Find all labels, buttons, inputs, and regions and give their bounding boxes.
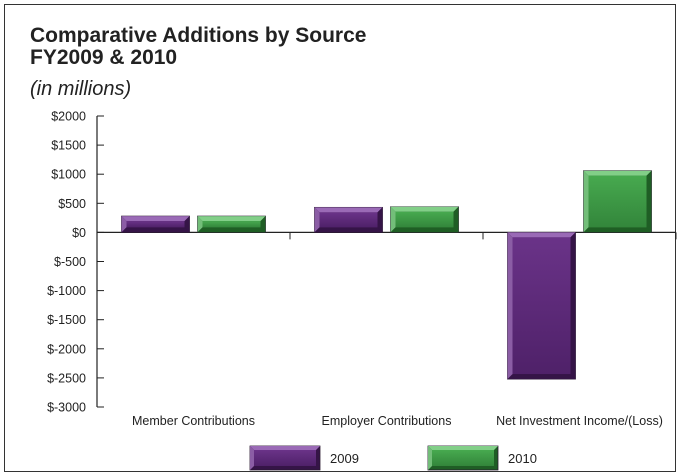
x-category-label: Employer Contributions [322, 414, 452, 428]
x-category-label: Net Investment Income/(Loss) [496, 414, 663, 428]
chart-subtitle: (in millions) [30, 78, 132, 100]
y-tick-label: $-2000 [47, 342, 86, 356]
bar-2009-2 [314, 206, 383, 233]
category-labels: Member Contributions Employer Contributio… [132, 414, 663, 428]
y-tick-label: $-3000 [47, 401, 86, 415]
y-tick-label: $500 [58, 197, 86, 211]
bar-2009-1 [121, 215, 190, 233]
x-category-label: Member Contributions [132, 414, 255, 428]
legend-swatch [249, 445, 321, 471]
legend-item-2009: 2009 [249, 445, 359, 471]
y-tick-label: $2000 [51, 110, 86, 124]
bar-2009-3 [507, 231, 576, 380]
bar-2010-2 [390, 206, 459, 233]
y-tick-label: $-1000 [47, 284, 86, 298]
y-tick-label: $-2500 [47, 371, 86, 385]
y-tick-label: $1000 [51, 168, 86, 182]
y-tick-label: $-1500 [47, 313, 86, 327]
chart-title-line2: FY2009 & 2010 [30, 46, 178, 69]
legend-label: 2010 [508, 451, 537, 466]
bar-2010-3 [583, 170, 652, 233]
legend-item-2010: 2010 [427, 445, 537, 471]
chart-bars [121, 170, 652, 380]
y-tick-label: $1500 [51, 139, 86, 153]
chart-title: Comparative Additions by Source [30, 24, 367, 47]
legend-label: 2009 [330, 451, 359, 466]
y-tick-label: $0 [72, 226, 86, 240]
bar-2010-1 [197, 215, 266, 233]
chart-axes: $2000 $1500 $1000 $500 $0 $-500 $-1000 $-1500 $-… [47, 110, 677, 415]
chart-legend: 2009 2010 [249, 445, 537, 471]
y-tick-label: $-500 [54, 255, 86, 269]
legend-swatch [427, 445, 499, 471]
